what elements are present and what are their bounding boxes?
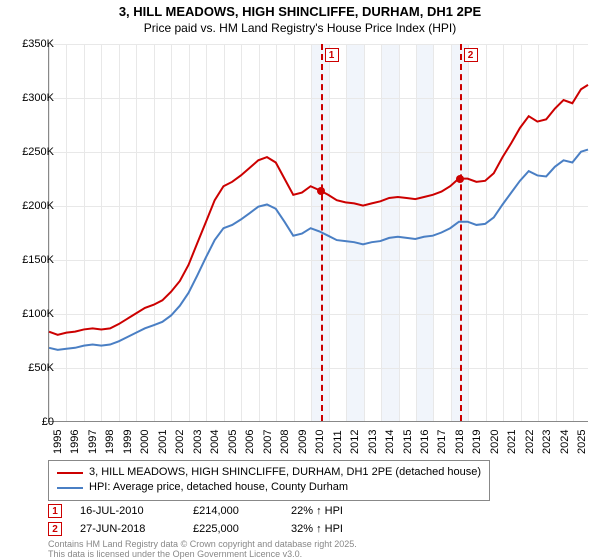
x-axis-label: 2009 bbox=[297, 430, 309, 454]
sales-table: 1 16-JUL-2010 £214,000 22% ↑ HPI 2 27-JUN-201… bbox=[48, 502, 391, 538]
legend-label: HPI: Average price, detached house, Coun… bbox=[89, 480, 348, 495]
y-axis-label: £0 bbox=[10, 416, 54, 428]
x-axis-label: 2022 bbox=[524, 430, 536, 454]
x-axis-label: 2013 bbox=[367, 430, 379, 454]
plot-area: 12 bbox=[48, 44, 588, 422]
x-axis-label: 2010 bbox=[314, 430, 326, 454]
y-axis-label: £250K bbox=[10, 146, 54, 158]
sale-marker-line bbox=[460, 44, 462, 421]
legend-label: 3, HILL MEADOWS, HIGH SHINCLIFFE, DURHAM… bbox=[89, 465, 481, 480]
x-axis-label: 2008 bbox=[279, 430, 291, 454]
x-axis-label: 2006 bbox=[244, 430, 256, 454]
sales-price: £225,000 bbox=[193, 523, 273, 535]
line-series-svg bbox=[49, 44, 588, 421]
x-axis-label: 1998 bbox=[104, 430, 116, 454]
sale-marker-label: 2 bbox=[464, 48, 478, 62]
x-axis-label: 1997 bbox=[87, 430, 99, 454]
sales-date: 16-JUL-2010 bbox=[80, 505, 175, 517]
x-axis-label: 2002 bbox=[174, 430, 186, 454]
legend-swatch bbox=[57, 472, 83, 474]
sales-row: 1 16-JUL-2010 £214,000 22% ↑ HPI bbox=[48, 502, 391, 520]
sales-row: 2 27-JUN-2018 £225,000 32% ↑ HPI bbox=[48, 520, 391, 538]
x-axis-label: 2018 bbox=[454, 430, 466, 454]
x-axis-label: 2019 bbox=[471, 430, 483, 454]
y-axis-label: £200K bbox=[10, 200, 54, 212]
x-axis-label: 2000 bbox=[139, 430, 151, 454]
chart-container: 3, HILL MEADOWS, HIGH SHINCLIFFE, DURHAM… bbox=[0, 0, 600, 560]
legend-row: HPI: Average price, detached house, Coun… bbox=[57, 480, 481, 495]
x-axis-label: 2005 bbox=[227, 430, 239, 454]
chart-subtitle: Price paid vs. HM Land Registry's House … bbox=[0, 21, 600, 37]
sales-row-marker: 2 bbox=[48, 522, 62, 536]
sale-marker-dot bbox=[456, 175, 464, 183]
footnote-line1: Contains HM Land Registry data © Crown c… bbox=[48, 539, 357, 549]
legend: 3, HILL MEADOWS, HIGH SHINCLIFFE, DURHAM… bbox=[48, 460, 490, 501]
x-axis-label: 2011 bbox=[332, 430, 344, 454]
y-axis-label: £50K bbox=[10, 362, 54, 374]
y-axis-label: £350K bbox=[10, 38, 54, 50]
x-axis-label: 1999 bbox=[122, 430, 134, 454]
sale-marker-line bbox=[321, 44, 323, 421]
y-axis-label: £150K bbox=[10, 254, 54, 266]
x-axis-label: 1995 bbox=[52, 430, 64, 454]
chart-title: 3, HILL MEADOWS, HIGH SHINCLIFFE, DURHAM… bbox=[0, 0, 600, 21]
x-axis-label: 2004 bbox=[209, 430, 221, 454]
legend-swatch bbox=[57, 487, 83, 489]
sales-hpi-delta: 32% ↑ HPI bbox=[291, 523, 391, 535]
x-axis-label: 1996 bbox=[69, 430, 81, 454]
x-axis-label: 2012 bbox=[349, 430, 361, 454]
x-axis-label: 2016 bbox=[419, 430, 431, 454]
x-axis-label: 2017 bbox=[436, 430, 448, 454]
x-axis-label: 2001 bbox=[157, 430, 169, 454]
footnote: Contains HM Land Registry data © Crown c… bbox=[48, 540, 357, 560]
x-axis-label: 2025 bbox=[576, 430, 588, 454]
x-axis-label: 2007 bbox=[262, 430, 274, 454]
y-axis-label: £100K bbox=[10, 308, 54, 320]
footnote-line2: This data is licensed under the Open Gov… bbox=[48, 549, 302, 559]
x-axis-label: 2003 bbox=[192, 430, 204, 454]
x-axis-label: 2024 bbox=[559, 430, 571, 454]
sales-hpi-delta: 22% ↑ HPI bbox=[291, 505, 391, 517]
x-axis-label: 2021 bbox=[506, 430, 518, 454]
series-property bbox=[49, 85, 588, 335]
sales-row-marker: 1 bbox=[48, 504, 62, 518]
legend-row: 3, HILL MEADOWS, HIGH SHINCLIFFE, DURHAM… bbox=[57, 465, 481, 480]
sales-date: 27-JUN-2018 bbox=[80, 523, 175, 535]
x-axis-label: 2015 bbox=[402, 430, 414, 454]
x-axis-label: 2023 bbox=[541, 430, 553, 454]
x-axis-label: 2020 bbox=[489, 430, 501, 454]
x-axis-label: 2014 bbox=[384, 430, 396, 454]
sale-marker-dot bbox=[317, 187, 325, 195]
sales-price: £214,000 bbox=[193, 505, 273, 517]
series-hpi bbox=[49, 150, 588, 350]
sale-marker-label: 1 bbox=[325, 48, 339, 62]
y-axis-label: £300K bbox=[10, 92, 54, 104]
